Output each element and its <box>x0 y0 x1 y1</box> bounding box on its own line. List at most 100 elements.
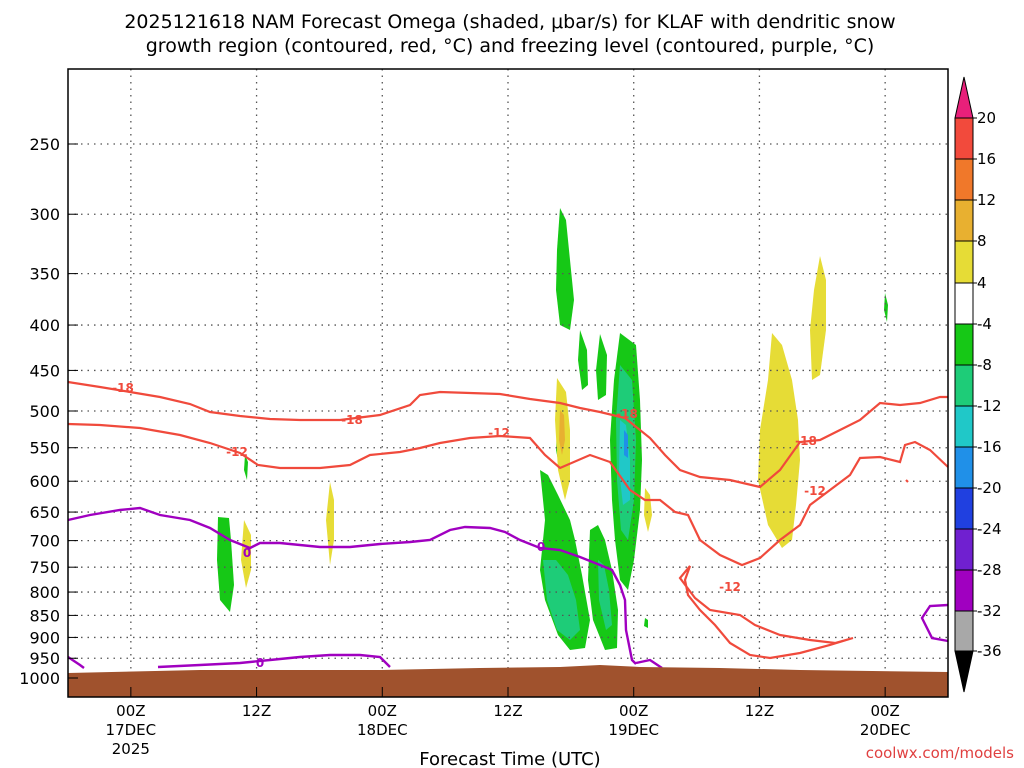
contour-label-8: -12 <box>719 580 741 594</box>
y-tick-label: 1000 <box>19 669 60 688</box>
colorbar-bin <box>954 364 974 407</box>
contour-label-6: -12 <box>488 426 510 440</box>
contour-minus18-line <box>67 380 948 489</box>
colorbar-bin <box>954 323 974 366</box>
contour-label-4: -18 <box>616 407 638 421</box>
colorbar-bin <box>954 569 974 612</box>
colorbar-label: 4 <box>977 274 987 292</box>
contour-label-2: -18 <box>341 413 363 427</box>
colorbar-label: 16 <box>977 150 996 168</box>
colorbar-bin <box>954 405 974 448</box>
colorbar-bin <box>954 282 974 325</box>
colorbar-bin <box>954 487 974 530</box>
omega-area-green-5 <box>578 330 588 390</box>
colorbar-label: -4 <box>977 315 992 333</box>
freezing-label-1: 0 <box>243 546 251 560</box>
freezing-line-main <box>67 506 637 665</box>
x-tick-label: 12Z <box>493 702 522 720</box>
freezing-line-right <box>920 603 949 643</box>
chart-title-line2: growth region (contoured, red, °C) and f… <box>146 35 875 57</box>
x-tick-label: 12Z <box>745 702 774 720</box>
colorbar-label: -12 <box>977 397 1002 415</box>
x-tick-date: 19DEC <box>608 721 659 739</box>
colorbar-bin <box>954 158 974 201</box>
x-tick-label: 00Z <box>116 702 145 720</box>
freezing-label-2: 0 <box>537 540 545 554</box>
x-tick-date: 18DEC <box>357 721 408 739</box>
omega-area-yellow-2 <box>810 256 826 380</box>
colorbar: 20 16 12 8 4 -4 -8 -12 -16 -20 -24 -28 -32 -36 <box>954 76 1002 693</box>
x-tick-label: 00Z <box>870 702 899 720</box>
omega-area-green-6 <box>596 334 607 400</box>
y-tick-label: 550 <box>29 439 60 458</box>
y-tick-label: 400 <box>29 316 60 335</box>
contour-label-5: -18 <box>795 434 817 448</box>
omega-area-cyan-2 <box>624 430 628 458</box>
y-tick-label: 750 <box>29 558 60 577</box>
colorbar-label: -36 <box>977 642 1002 660</box>
omega-area-orange-1 <box>559 410 565 455</box>
omega-area-green-10 <box>644 618 648 628</box>
x-tick-year: 2025 <box>112 740 150 758</box>
y-tick-label: 650 <box>29 503 60 522</box>
contour-label-7: -12 <box>804 484 826 498</box>
colorbar-label: -32 <box>977 602 1002 620</box>
colorbar-bin <box>954 117 974 160</box>
colorbar-label: 12 <box>977 191 996 209</box>
omega-area-yellow-4 <box>241 520 251 588</box>
contour-dot <box>905 479 909 483</box>
x-axis-label: Forecast Time (UTC) <box>419 749 600 768</box>
dgz-contours <box>67 380 949 660</box>
x-tick-date: 17DEC <box>106 721 157 739</box>
y-tick-label: 850 <box>29 606 60 625</box>
y-tick-label: 600 <box>29 472 60 491</box>
omega-area-yellow-5 <box>326 482 334 565</box>
colorbar-label: -24 <box>977 520 1002 538</box>
ground <box>68 665 948 697</box>
y-tick-label: 500 <box>29 402 60 421</box>
y-tick-label: 350 <box>29 265 60 284</box>
freezing-label-3: 0 <box>256 656 264 670</box>
contour-label-1: -18 <box>112 381 134 395</box>
x-tick-label: 12Z <box>242 702 271 720</box>
x-tick-date: 20DEC <box>860 721 911 739</box>
y-tick-label: 800 <box>29 583 60 602</box>
x-tick-label: 00Z <box>619 702 648 720</box>
colorbar-label: -8 <box>977 356 992 374</box>
chart-title-line1: 2025121618 NAM Forecast Omega (shaded, μ… <box>124 11 895 33</box>
y-tick-label: 300 <box>29 205 60 224</box>
contour-label-3: -12 <box>226 445 248 459</box>
colorbar-label: 8 <box>977 232 987 250</box>
colorbar-bin <box>954 446 974 489</box>
colorbar-bin <box>954 199 974 242</box>
contour-minus12-line <box>67 422 949 567</box>
freezing-line-sfc <box>157 653 391 669</box>
freezing-level-contours <box>67 506 949 669</box>
omega-area-green-8 <box>244 455 248 480</box>
x-tick-label: 00Z <box>368 702 397 720</box>
y-tick-label: 450 <box>29 361 60 380</box>
vertical-grid-lines <box>130 69 886 697</box>
colorbar-bin <box>954 240 974 284</box>
credit-text: coolwx.com/models <box>866 744 1014 762</box>
y-tick-label: 950 <box>29 649 60 668</box>
omega-area-green-4 <box>556 208 574 330</box>
colorbar-label: -28 <box>977 561 1002 579</box>
colorbar-bottom-arrow <box>954 650 974 693</box>
colorbar-bin <box>954 610 974 652</box>
y-tick-label: 900 <box>29 628 60 647</box>
omega-area-teal-1 <box>543 560 580 640</box>
omega-area-teal-2 <box>598 560 612 630</box>
colorbar-top-arrow <box>954 76 974 119</box>
y-axis-ticks: 250 300 350 400 450 500 550 600 650 700 750 800 850 9… <box>19 135 78 688</box>
contour-minus12-loop <box>678 565 854 660</box>
omega-area-yellow-1 <box>758 333 800 548</box>
colorbar-label: -20 <box>977 479 1002 497</box>
y-tick-label: 250 <box>29 135 60 154</box>
freezing-line-small <box>635 658 663 669</box>
y-tick-label: 700 <box>29 532 60 551</box>
colorbar-label: 20 <box>977 109 996 127</box>
contour-labels: -18 -18 -12 -18 -18 -12 -12 -12 0 0 0 <box>112 381 826 670</box>
